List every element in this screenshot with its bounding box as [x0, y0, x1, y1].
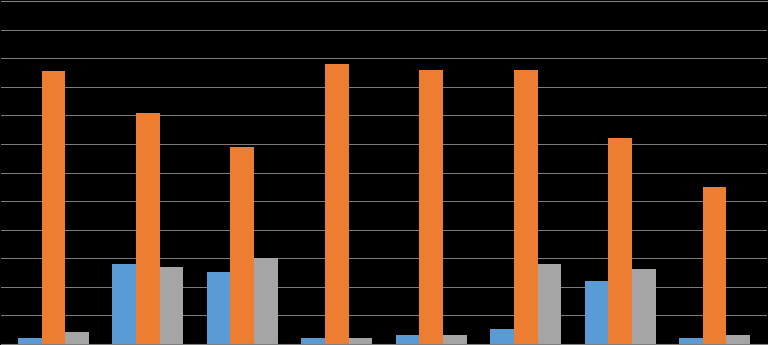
Bar	[632, 269, 656, 344]
Bar	[584, 281, 608, 344]
Bar	[349, 338, 372, 344]
Bar	[112, 264, 136, 344]
Bar	[538, 264, 561, 344]
Bar	[41, 71, 65, 344]
Bar	[301, 338, 325, 344]
Bar	[254, 258, 278, 344]
Bar	[325, 64, 349, 344]
Bar	[136, 113, 160, 344]
Bar	[679, 338, 703, 344]
Bar	[703, 187, 727, 344]
Bar	[727, 335, 750, 344]
Bar	[443, 335, 467, 344]
Bar	[514, 70, 538, 344]
Bar	[230, 147, 254, 344]
Bar	[490, 329, 514, 344]
Bar	[18, 338, 41, 344]
Bar	[608, 138, 632, 344]
Bar	[419, 70, 443, 344]
Bar	[65, 332, 89, 344]
Bar	[160, 267, 184, 344]
Bar	[396, 335, 419, 344]
Bar	[207, 272, 230, 344]
